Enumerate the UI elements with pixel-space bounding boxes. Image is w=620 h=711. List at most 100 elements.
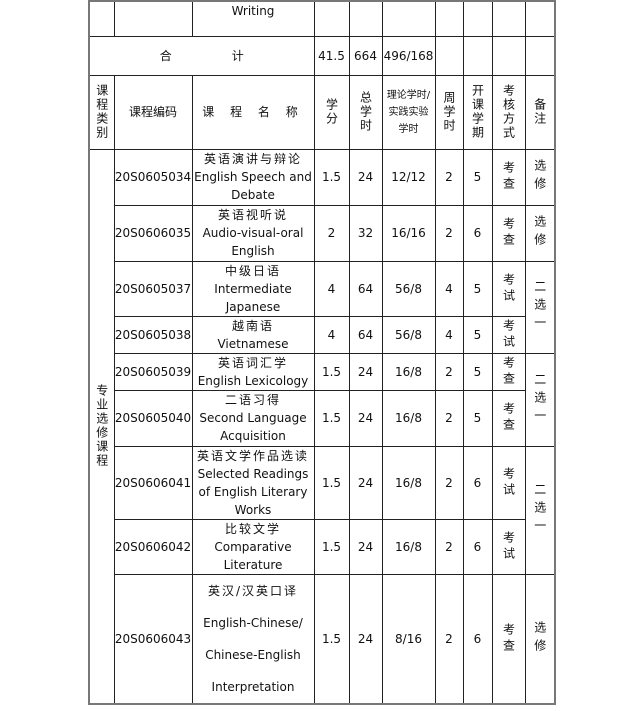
table-row: 20S0605040 二语习得 Second Language Acquisition… — [89, 389, 555, 447]
course-hours: 64 — [348, 315, 383, 354]
table-row: 20S0605038 越南语 Vietnamese 4 64 56/8 4 5 考试 — [89, 315, 555, 354]
course-exam: 考查 — [491, 204, 526, 262]
course-semester: 5 — [462, 260, 493, 317]
header-hours: 总学时 — [348, 74, 383, 150]
table-row: 20S0606042 比较文学 Comparative Literature 1.5 24… — [89, 518, 555, 575]
course-code: 20S0606043 — [113, 573, 193, 705]
course-name: 英汉/汉英口译 English-Chinese/Chinese-English In… — [191, 573, 315, 705]
course-remark: 选修 — [524, 148, 556, 206]
table-row: 20S0605039 英语词汇学 English Lexicology 1.5 24 16… — [89, 352, 556, 447]
course-tp: 16/8 — [381, 518, 436, 575]
course-code: 20S0605034 — [113, 148, 193, 206]
total-row: 合计 41.5 664 496/168 — [88, 35, 556, 76]
table-row: 20S0606035 英语视听说 Audio-visual-oral English 2… — [89, 204, 556, 262]
course-weekly: 2 — [434, 352, 464, 391]
course-exam: 考试 — [491, 315, 526, 354]
prev-row: Writing — [88, 0, 556, 37]
course-semester: 5 — [462, 389, 493, 447]
course-name: 英语文学作品选读 Selected Readings of English Lite… — [191, 445, 315, 520]
course-tp: 16/16 — [381, 204, 436, 262]
course-tp: 56/8 — [381, 315, 436, 354]
header-name: 课 程 名 称 — [191, 74, 315, 150]
course-weekly: 2 — [434, 148, 464, 206]
course-hours: 24 — [348, 148, 383, 206]
course-tp: 12/12 — [381, 148, 436, 206]
course-remark: 选修 — [524, 204, 556, 262]
header-semester: 开课学期 — [462, 74, 493, 150]
course-remark: 二选一 — [524, 260, 556, 354]
course-credits: 1.5 — [313, 389, 350, 447]
course-name: 英语演讲与辩论 English Speech and Debate — [191, 148, 315, 206]
course-semester: 6 — [462, 518, 493, 575]
table-row: 20S0606043 英汉/汉英口译 English-Chinese/Chinese… — [89, 573, 556, 705]
header-category: 课程类别 — [88, 74, 115, 150]
course-exam: 考试 — [491, 445, 526, 520]
course-credits: 4 — [313, 315, 350, 354]
course-weekly: 2 — [434, 573, 464, 705]
course-hours: 64 — [348, 260, 383, 317]
header-theory-practice: 理论学时/实践实验学时 — [381, 74, 436, 150]
course-name: 二语习得 Second Language Acquisition — [191, 389, 315, 447]
course-hours: 24 — [348, 389, 383, 447]
header-exam: 考核方式 — [491, 74, 526, 150]
header-weekly: 周学时 — [434, 74, 464, 150]
course-tp: 16/8 — [381, 389, 436, 447]
course-hours: 24 — [348, 445, 383, 520]
category-cell: 专业选修课程 — [88, 148, 115, 705]
total-theory-practice: 496/168 — [381, 35, 436, 76]
course-name: 越南语 Vietnamese — [191, 315, 315, 354]
course-exam: 考查 — [491, 352, 526, 391]
course-weekly: 2 — [434, 204, 464, 262]
total-hours: 664 — [348, 35, 383, 76]
course-hours: 24 — [348, 573, 383, 705]
course-weekly: 2 — [434, 518, 464, 575]
total-credits: 41.5 — [313, 35, 350, 76]
table-row: 专业选修课程 20S0605034 英语演讲与辩论 English Speech an… — [88, 148, 556, 705]
curriculum-table: Writing 合计 41.5 664 496/168 课程类别 课程编码 课 … — [88, 0, 556, 705]
course-credits: 1.5 — [313, 518, 350, 575]
course-code: 20S0605040 — [113, 389, 193, 447]
course-exam: 考试 — [491, 518, 526, 575]
course-remark: 选修 — [524, 573, 556, 705]
course-exam: 考查 — [491, 148, 526, 206]
course-code: 20S0606041 — [113, 445, 193, 520]
header-code: 课程编码 — [113, 74, 193, 150]
course-weekly: 4 — [434, 315, 464, 354]
course-credits: 2 — [313, 204, 350, 262]
course-remark: 二选一 — [524, 445, 556, 575]
course-credits: 1.5 — [313, 573, 350, 705]
course-name: 英语视听说 Audio-visual-oral English — [191, 204, 315, 262]
course-tp: 8/16 — [381, 573, 436, 705]
course-credits: 1.5 — [313, 445, 350, 520]
course-code: 20S0605039 — [113, 352, 193, 391]
course-hours: 32 — [348, 204, 383, 262]
course-weekly: 2 — [434, 389, 464, 447]
course-semester: 5 — [462, 315, 493, 354]
header-remark: 备注 — [524, 74, 556, 150]
course-credits: 1.5 — [313, 352, 350, 391]
course-code: 20S0605037 — [113, 260, 193, 317]
total-label: 合计 — [88, 35, 315, 76]
course-weekly: 2 — [434, 445, 464, 520]
course-credits: 4 — [313, 260, 350, 317]
course-semester: 5 — [462, 352, 493, 391]
course-exam: 考试 — [491, 260, 526, 317]
course-semester: 6 — [462, 573, 493, 705]
course-remark: 二选一 — [524, 352, 556, 447]
course-code: 20S0606035 — [113, 204, 193, 262]
course-semester: 6 — [462, 204, 493, 262]
course-name: 比较文学 Comparative Literature — [191, 518, 315, 575]
course-hours: 24 — [348, 352, 383, 391]
course-name: 中级日语 Intermediate Japanese — [191, 260, 315, 317]
course-name: Writing — [191, 0, 315, 37]
header-row: 课程类别 课程编码 课 程 名 称 学分 总学时 理论学时/实践实验学时 周学时… — [88, 74, 556, 150]
course-exam: 考查 — [491, 573, 526, 705]
course-tp: 56/8 — [381, 260, 436, 317]
table-row: 20S0606041 英语文学作品选读 Selected Readings of En… — [89, 445, 556, 575]
course-weekly: 4 — [434, 260, 464, 317]
course-tp: 16/8 — [381, 352, 436, 391]
course-credits: 1.5 — [313, 148, 350, 206]
course-tp: 16/8 — [381, 445, 436, 520]
course-code: 20S0606042 — [113, 518, 193, 575]
course-code: 20S0605038 — [113, 315, 193, 354]
